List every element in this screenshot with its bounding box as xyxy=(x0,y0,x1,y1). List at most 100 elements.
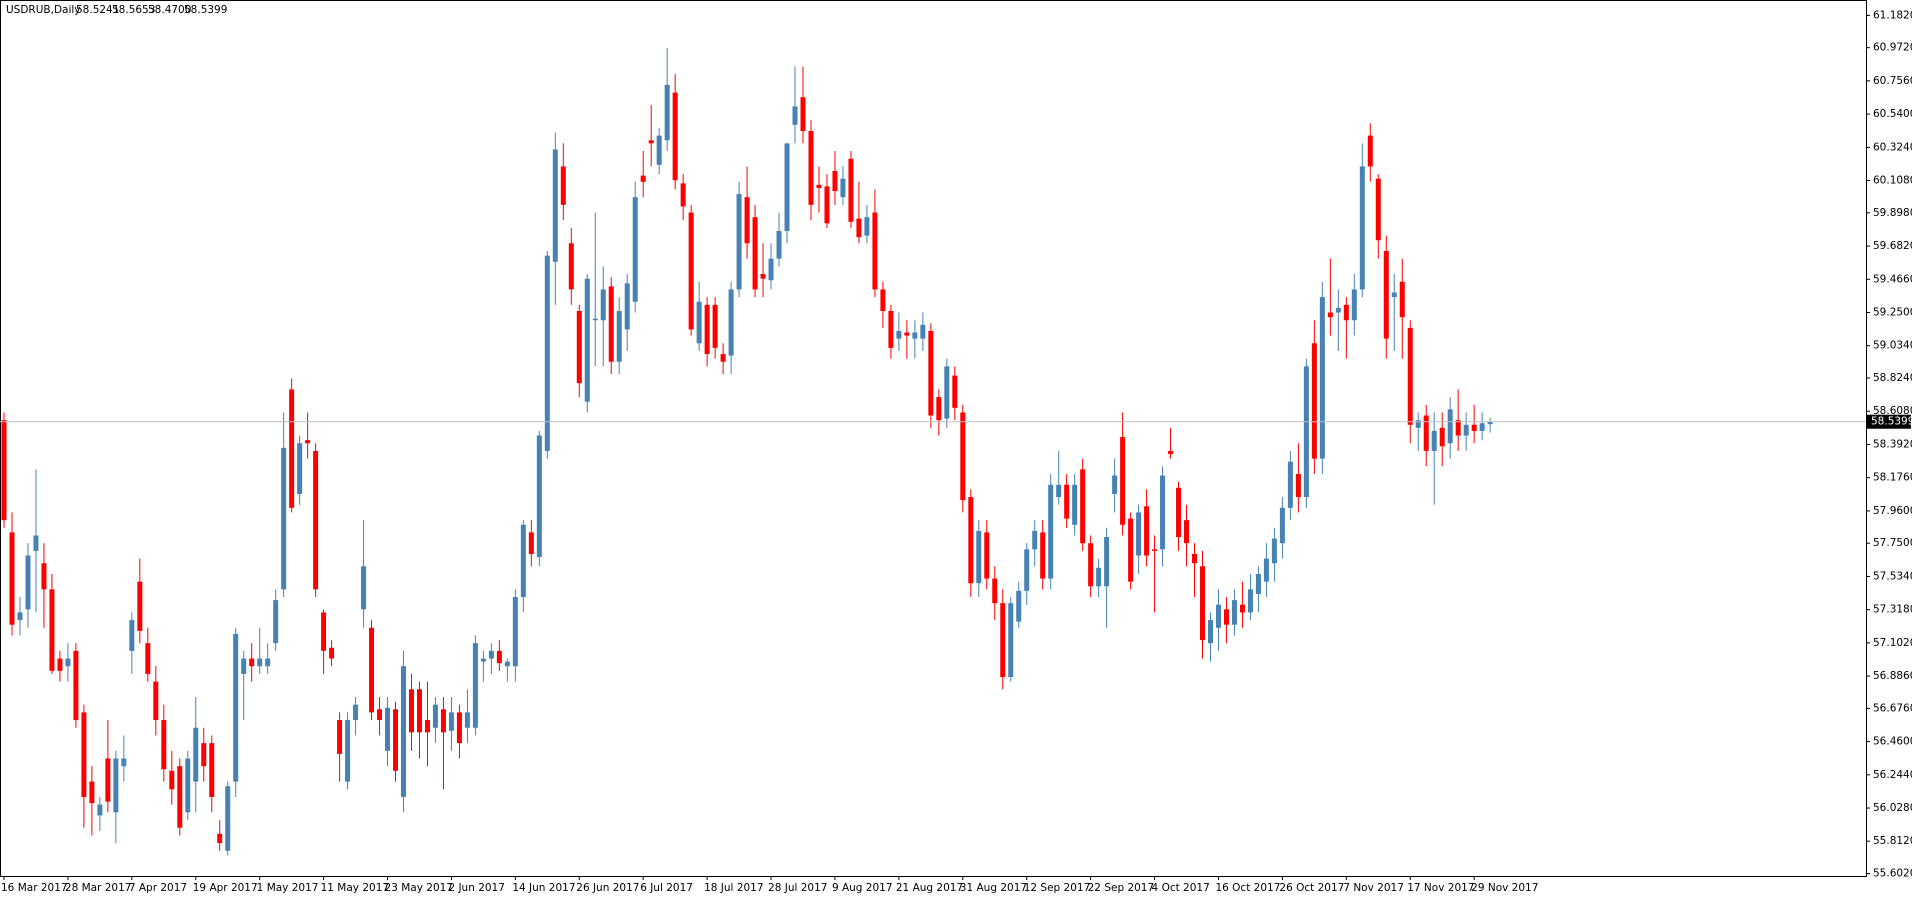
candle-body xyxy=(856,218,862,238)
candle-body xyxy=(1263,558,1269,582)
candle-body xyxy=(1247,589,1253,613)
candle-body xyxy=(600,289,606,321)
candle-body xyxy=(73,650,79,721)
candle-body xyxy=(752,217,758,290)
candle-body xyxy=(161,720,167,770)
y-tick-label: 58.1760 xyxy=(1873,472,1912,484)
candle-body xyxy=(1000,603,1006,677)
candle-body xyxy=(169,770,175,790)
candle-body xyxy=(297,443,303,494)
y-tick-label: 60.7560 xyxy=(1873,75,1912,87)
y-tick-label: 56.2440 xyxy=(1873,769,1912,781)
candle-body xyxy=(249,658,255,667)
candle-body xyxy=(177,766,183,828)
candle-body xyxy=(369,627,375,713)
candle-body xyxy=(784,143,790,231)
y-tick-label: 57.3180 xyxy=(1873,604,1912,616)
x-tick-label: 11 May 2017 xyxy=(321,882,389,894)
candle-body xyxy=(896,330,902,339)
candle-body xyxy=(736,194,742,290)
candle-body xyxy=(1335,307,1341,313)
candle-body xyxy=(1271,538,1277,564)
candle-body xyxy=(816,184,822,188)
candle-body xyxy=(1471,424,1477,431)
y-tick-label: 60.9720 xyxy=(1873,42,1912,54)
candle-body xyxy=(1479,423,1485,431)
x-tick-label: 23 May 2017 xyxy=(385,882,453,894)
candle-body xyxy=(552,149,558,262)
x-tick-label: 9 Aug 2017 xyxy=(832,882,893,894)
x-tick-label: 14 Jun 2017 xyxy=(512,882,575,894)
candle-body xyxy=(592,318,598,321)
candle-body xyxy=(640,175,646,182)
candle-body xyxy=(1455,420,1461,436)
candle-body xyxy=(281,447,287,590)
candle-body xyxy=(760,274,766,279)
plot-frame xyxy=(0,0,1867,877)
candle-body xyxy=(1447,409,1453,444)
candle-body xyxy=(1215,604,1221,628)
candle-body xyxy=(305,440,311,444)
candle-body xyxy=(944,366,950,419)
candle-body xyxy=(744,197,750,244)
candle-body xyxy=(616,310,622,362)
y-tick-label: 57.5340 xyxy=(1873,570,1912,582)
candle-body xyxy=(201,743,207,767)
candle-body xyxy=(832,171,838,192)
candle-body xyxy=(440,709,446,733)
x-tick-label: 22 Sep 2017 xyxy=(1088,882,1155,894)
ohlc-low: 58.4700 xyxy=(148,4,191,16)
candle-body xyxy=(1231,600,1237,625)
x-tick-label: 16 Oct 2017 xyxy=(1215,882,1280,894)
candle-body xyxy=(560,166,566,205)
candle-body xyxy=(1120,437,1126,525)
candle-body xyxy=(25,555,31,610)
candle-body xyxy=(1359,166,1365,290)
x-tick-label: 4 Oct 2017 xyxy=(1152,882,1210,894)
candle-body xyxy=(89,781,95,804)
candle-body xyxy=(113,758,119,813)
candle-body xyxy=(57,658,63,671)
candle-body xyxy=(1375,178,1381,241)
candle-body xyxy=(1104,537,1110,587)
y-tick-label: 56.4600 xyxy=(1873,736,1912,748)
x-tick-label: 16 Mar 2017 xyxy=(1,882,68,894)
candle-body xyxy=(1207,620,1213,644)
candle-body xyxy=(265,658,271,667)
candle-body xyxy=(496,650,502,664)
y-tick-label: 60.1080 xyxy=(1873,175,1912,187)
candle-body xyxy=(1391,292,1397,298)
candle-body xyxy=(193,727,199,782)
candle-body xyxy=(840,178,846,198)
candle-body xyxy=(401,666,406,797)
candle-body xyxy=(824,186,830,224)
candle-body xyxy=(1200,566,1205,641)
y-tick-label: 59.8980 xyxy=(1873,207,1912,219)
candle-body xyxy=(1319,297,1325,459)
candle-body xyxy=(1367,135,1373,167)
candle-body xyxy=(49,589,55,671)
candle-body xyxy=(1327,312,1333,318)
candle-body xyxy=(97,804,103,816)
x-tick-label: 1 May 2017 xyxy=(257,882,319,894)
candle-body xyxy=(528,532,534,554)
candle-body xyxy=(1072,484,1078,525)
y-tick-label: 60.3240 xyxy=(1873,141,1912,153)
y-tick-label: 58.3920 xyxy=(1873,438,1912,450)
candle-body xyxy=(504,661,510,667)
x-tick-label: 7 Apr 2017 xyxy=(129,882,187,894)
candle-body xyxy=(1080,469,1086,544)
candle-body xyxy=(696,301,702,344)
candle-body xyxy=(960,412,966,501)
y-tick-label: 56.6760 xyxy=(1873,702,1912,714)
candle-body xyxy=(408,689,414,733)
candle-body xyxy=(848,158,854,222)
x-tick-label: 17 Nov 2017 xyxy=(1407,882,1474,894)
candle-body xyxy=(680,183,686,207)
candle-body xyxy=(704,304,710,355)
candle-body xyxy=(928,330,934,416)
candle-body xyxy=(488,650,494,659)
candle-body xyxy=(1383,250,1389,339)
candle-body xyxy=(353,704,359,721)
last-price-box xyxy=(1867,414,1911,429)
